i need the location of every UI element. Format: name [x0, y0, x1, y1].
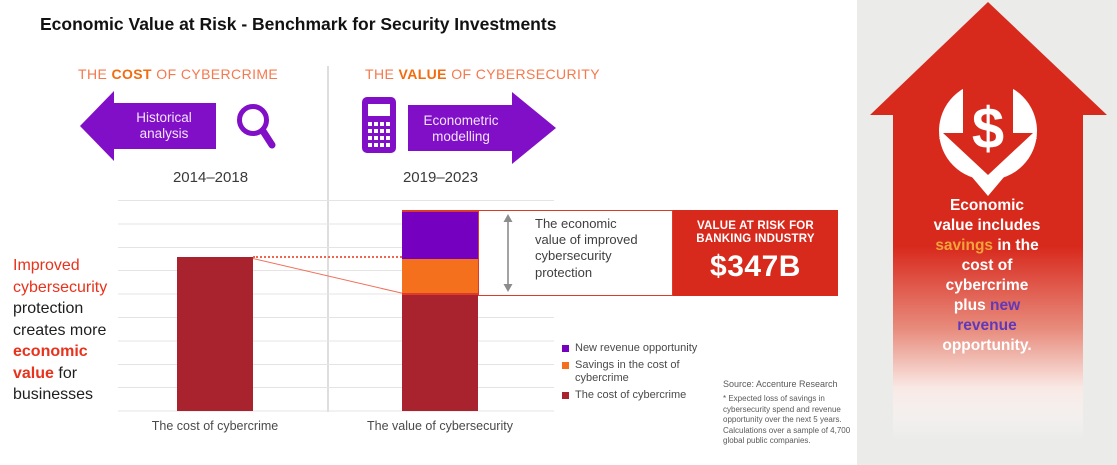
risk-label-line2: BANKING INDUSTRY [696, 233, 815, 245]
bar-segment-the-cost-of-cybercrime [402, 293, 478, 411]
text-segment: Economic [949, 197, 1025, 214]
text-line: revenue [872, 316, 1102, 336]
side-panel: $ Economic value includes savings in the co… [857, 0, 1117, 465]
text-segment: THE [78, 66, 112, 82]
text-line: creates more [13, 320, 107, 342]
text-line: Economic [872, 196, 1102, 216]
text-line: cybersecurity [13, 277, 107, 299]
measure-arrow-icon [503, 214, 513, 292]
text-line: value for [13, 363, 107, 385]
legend-label: Savings in the cost of cybercrime [575, 359, 680, 384]
value-section-heading: THE VALUE OF CYBERSECURITY [365, 66, 600, 82]
text-segment: VALUE [398, 66, 447, 82]
legend-swatch [562, 392, 569, 399]
bar-segment-the-cost-of-cybercrime [177, 257, 253, 411]
connector-dotted-line [253, 256, 402, 258]
text-segment: value [13, 364, 54, 382]
text-segment: cost of [961, 257, 1013, 274]
callout-text: The economic value of improved cybersecu… [535, 216, 638, 280]
page-title: Economic Value at Risk - Benchmark for S… [40, 14, 557, 34]
callout-top-line [402, 210, 478, 212]
text-line: economic [13, 341, 107, 363]
period-cost: 2014–2018 [172, 169, 249, 186]
left-note: Improved cybersecurity protection creates m… [13, 255, 107, 406]
text-segment: OF CYBERCRIME [152, 66, 279, 82]
text-segment: new [990, 297, 1021, 314]
value-at-risk-box: VALUE AT RISK FOR BANKING INDUSTRY $347B [673, 210, 838, 296]
economic-value-callout: The economic value of improved cybersecu… [478, 210, 673, 296]
text-line: value includes [872, 216, 1102, 236]
x-axis-label-value: The value of cybersecurity [367, 419, 513, 433]
text-segment: cybercrime [945, 277, 1029, 294]
magnifier-icon [237, 104, 276, 149]
text-line: opportunity. [872, 336, 1102, 356]
historical-analysis-label: Historical analysis [136, 110, 192, 141]
risk-value: $347B [710, 250, 801, 283]
historical-analysis-arrow: Historical analysis [80, 91, 216, 161]
text-segment: THE [365, 66, 399, 82]
panel-message: Economic value includes savings in the cost… [872, 196, 1102, 356]
main-area: Economic Value at Risk - Benchmark for S… [13, 14, 851, 445]
text-line: businesses [13, 384, 107, 406]
right-arrow-icon [408, 92, 556, 164]
text-segment: savings [935, 237, 994, 254]
text-segment: economic [13, 343, 88, 360]
text-segment: opportunity. [942, 337, 1032, 354]
calculator-icon [362, 97, 396, 153]
bar-segment-savings-in-the-cost-of-cybercrime [402, 258, 478, 294]
text-line: Improved [13, 255, 107, 277]
text-segment: plus [953, 297, 990, 314]
text-segment: businesses [13, 386, 94, 403]
cost-section-heading: THE COST OF CYBERCRIME [78, 66, 278, 82]
text-segment: COST [111, 66, 152, 82]
text-segment: creates more [13, 321, 107, 339]
text-segment: Improved [13, 257, 80, 274]
risk-label-line1: VALUE AT RISK FOR [697, 220, 814, 232]
upward-arrow-graphic: $ [870, 2, 1107, 445]
text-segment: protection [13, 300, 84, 317]
source-note: * Expected loss of savings in cybersecur… [723, 394, 851, 445]
text-segment: value includes [933, 217, 1041, 234]
legend-item: The cost of cybercrime [562, 389, 700, 402]
callout-bottom-line [402, 293, 478, 295]
bar-cost-of-cybercrime [177, 257, 253, 411]
legend-label: New revenue opportunity [575, 342, 698, 354]
legend-item: Savings in the cost of cybercrime [562, 359, 700, 385]
text-line: cost of [872, 256, 1102, 276]
source-line: Source: Accenture Research [723, 379, 838, 389]
bar-segment-new-revenue-opportunity [402, 210, 478, 259]
bar-value-of-cybersecurity [402, 210, 478, 411]
text-line: plus new [872, 296, 1102, 316]
text-segment: in the [993, 237, 1039, 254]
econometric-modelling-arrow: Econometric modelling [408, 92, 556, 164]
text-segment: revenue [957, 317, 1017, 334]
text-line: savings in the [872, 236, 1102, 256]
legend-swatch [562, 362, 569, 369]
svg-text:$: $ [972, 96, 1004, 161]
legend-label: The cost of cybercrime [575, 389, 687, 401]
x-axis-label-cost: The cost of cybercrime [151, 419, 279, 433]
chart-legend: New revenue opportunity Savings in the co… [562, 342, 700, 406]
legend-swatch [562, 345, 569, 352]
dollar-savings-icon: $ [939, 80, 1037, 196]
text-line: protection [13, 298, 107, 320]
text-segment: OF CYBERSECURITY [446, 66, 600, 82]
left-arrow-icon [80, 91, 216, 161]
text-segment: for [53, 364, 78, 382]
legend-item: New revenue opportunity [562, 342, 700, 355]
period-value: 2019–2023 [402, 169, 479, 186]
econometric-modelling-label: Econometric modelling [423, 113, 499, 144]
text-line: cybercrime [872, 276, 1102, 296]
text-segment: cybersecurity [13, 278, 108, 296]
